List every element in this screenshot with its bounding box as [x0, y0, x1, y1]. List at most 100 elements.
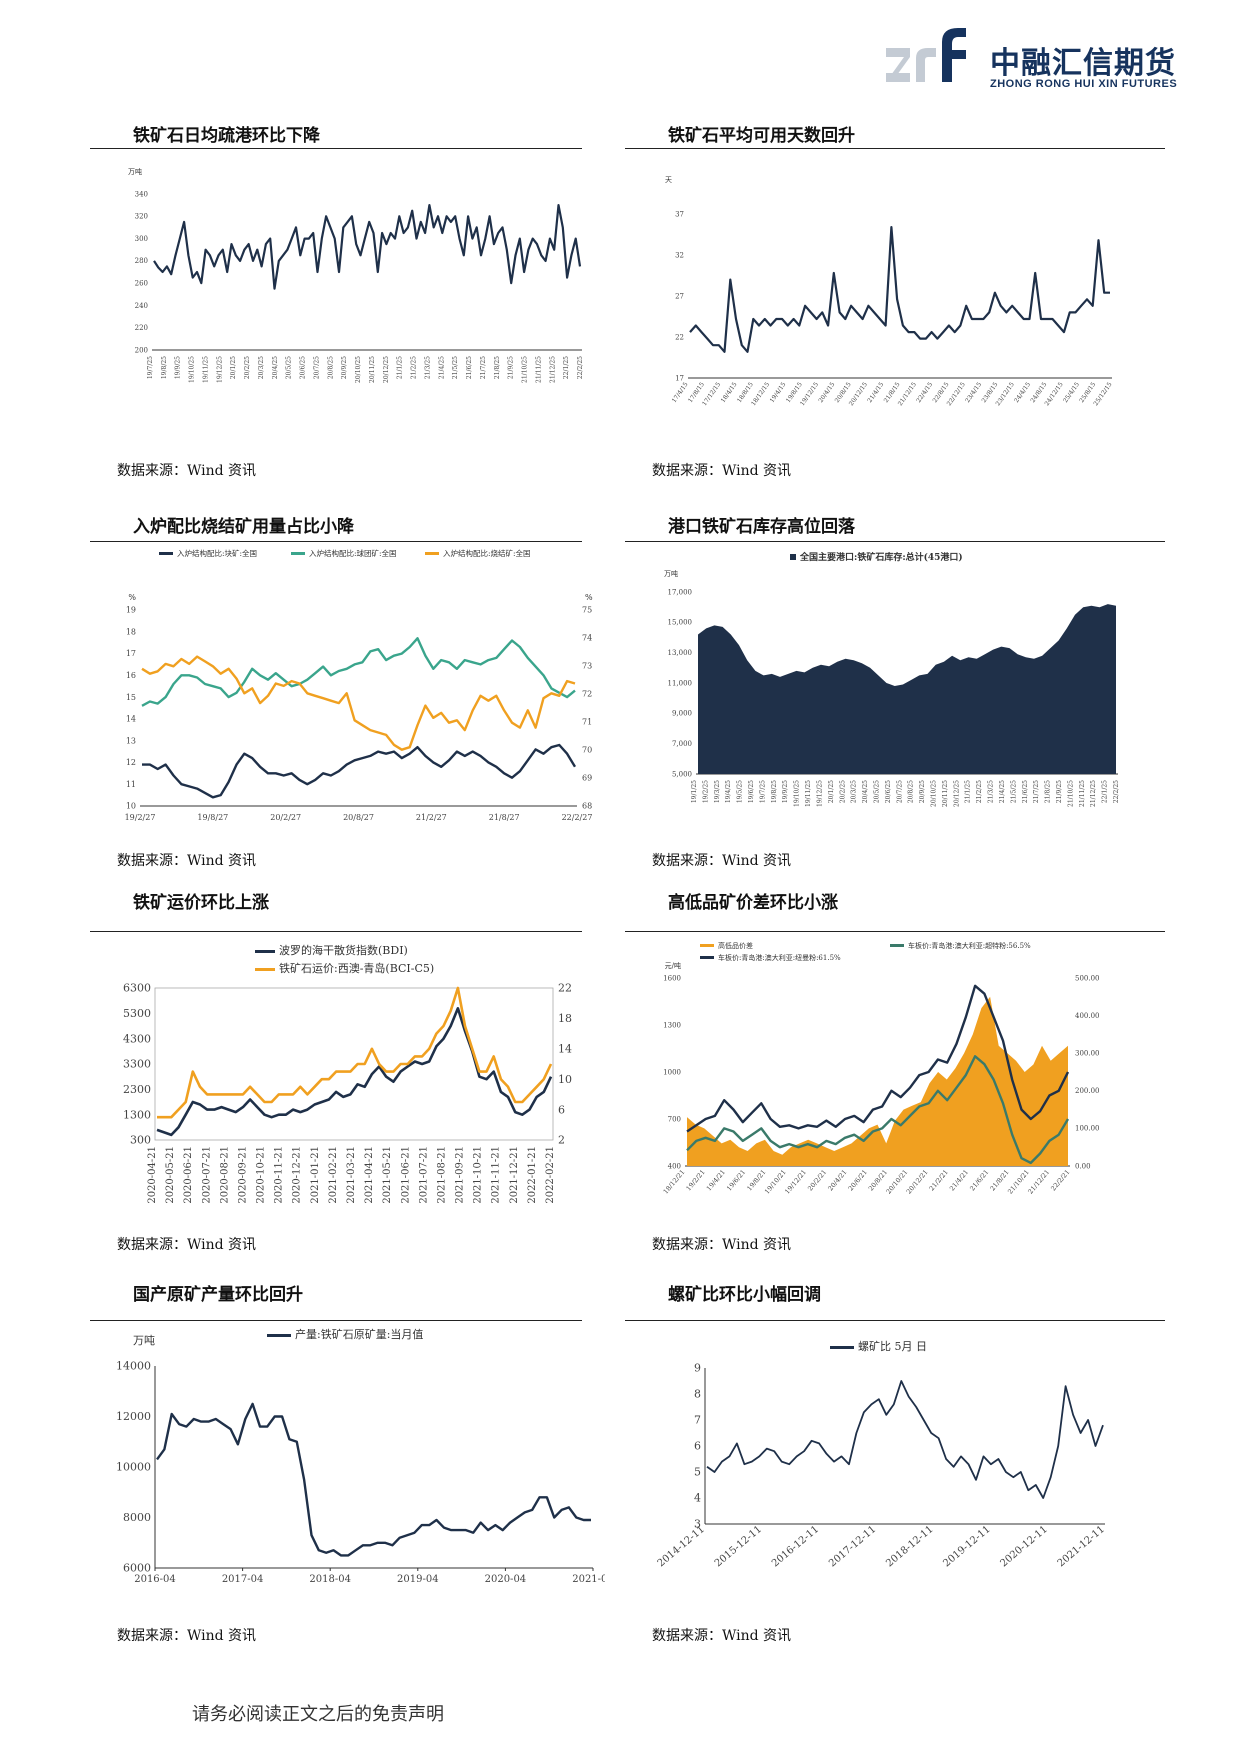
series-line-0 — [156, 1007, 553, 1137]
y-tick-label: 8 — [694, 1388, 701, 1401]
x-tick-label: 19/10/25 — [794, 780, 801, 807]
y-tick-label-right: 75 — [582, 606, 592, 615]
y-tick-label-right: 68 — [582, 802, 592, 811]
x-tick-label: 2020-08-21 — [219, 1146, 230, 1204]
x-tick-label: 2021-05-21 — [382, 1146, 393, 1204]
panel-rule-left-2 — [90, 541, 582, 542]
y-tick-label: 17 — [675, 374, 684, 382]
x-tick-label: 2021-03-21 — [346, 1146, 357, 1204]
x-tick-label: 22/2/25 — [1113, 780, 1120, 803]
x-tick-label: 21/3/25 — [988, 780, 995, 803]
x-tick-label: 21/8/25 — [494, 356, 501, 379]
legend-label-0: 高低品价差 — [718, 941, 753, 950]
y-axis-label-left: % — [128, 593, 136, 602]
source-note-8: 数据来源：Wind 资讯 — [652, 1628, 792, 1644]
x-tick-label: 20/9/25 — [341, 356, 348, 379]
x-tick-label: 21/6/25 — [466, 356, 473, 379]
y-tick-label: 5300 — [123, 1007, 151, 1020]
y-tick-label: 2300 — [123, 1083, 151, 1096]
y-tick-label: 300 — [130, 1134, 151, 1147]
y-tick-label-right: 300.00 — [1075, 1050, 1100, 1058]
legend-label-0: 产量:铁矿石原矿量:当月值 — [295, 1328, 423, 1341]
x-tick-label: 20/6/25 — [885, 780, 892, 803]
x-tick-label: 2021-10-21 — [473, 1146, 484, 1204]
x-tick-label: 2019-04 — [397, 1574, 439, 1585]
legend-label-1: 入炉结构配比:球团矿:全国 — [309, 548, 397, 558]
x-tick-label: 19/8/25 — [771, 780, 778, 803]
x-tick-label: 2021-01-21 — [310, 1146, 321, 1204]
chart-domestic-ore-output: 14000 12000 10000 8000 6000 万吨 2016-04 2017-04 2… — [116, 1328, 605, 1585]
x-tick-label: 20/10/25 — [931, 780, 938, 807]
company-logo — [886, 28, 966, 82]
y-tick-label-right: 10 — [558, 1073, 572, 1086]
x-tick-label: 20/2/25 — [244, 356, 251, 379]
x-tick-label: 20/1/25 — [828, 780, 835, 803]
x-tick-label: 2019-12-11 — [941, 1524, 992, 1569]
y-tick-label: 10000 — [116, 1461, 151, 1474]
y-tick-label-right: 500.00 — [1075, 974, 1100, 982]
x-tick-label: 21/1/25 — [397, 356, 404, 379]
y-tick-label: 1300 — [663, 1021, 681, 1029]
series-line-0 — [153, 204, 582, 290]
x-tick-label: 19/7/25 — [147, 356, 154, 379]
x-tick-label: 19/12/25 — [216, 356, 223, 383]
panel-title-7: 国产原矿产量环比回升 — [133, 1285, 303, 1305]
x-tick-label: 20/5/25 — [286, 356, 293, 379]
y-tick-label: 260 — [135, 279, 148, 287]
x-tick-label: 22/2/21 — [1049, 1168, 1071, 1192]
x-tick-label: 20/3/25 — [851, 780, 858, 803]
y-tick-label: 5 — [694, 1466, 701, 1479]
x-tick-label: 20/7/25 — [896, 780, 903, 803]
x-tick-label: 21/12/25 — [549, 356, 556, 383]
x-tick-label: 2020-12-21 — [292, 1146, 303, 1204]
source-note-2: 数据来源：Wind 资讯 — [652, 463, 792, 479]
x-tick-label: 19/4/25 — [725, 780, 732, 803]
y-tick-label-right: 72 — [582, 690, 592, 699]
y-tick-label: 240 — [135, 302, 148, 310]
x-tick-label: 20/6/25 — [300, 356, 307, 379]
x-tick-label: 20/11/25 — [369, 356, 376, 383]
panel-rule-left-4 — [90, 1320, 582, 1321]
legend-swatch-1 — [700, 956, 714, 959]
x-tick-label: 21/11/25 — [1079, 780, 1086, 807]
y-tick-label: 37 — [675, 210, 684, 218]
chart-available-days: 3732272217天17/4/1517/8/1517/12/1518/4/15… — [665, 176, 1114, 407]
x-tick-label: 20/1/25 — [230, 356, 237, 379]
x-tick-label: 20/4/25 — [272, 356, 279, 379]
y-tick-label: 3300 — [123, 1058, 151, 1071]
y-tick-label: 15 — [126, 693, 136, 702]
x-tick-label: 2017-12-11 — [827, 1524, 878, 1569]
x-tick-label: 21/7/25 — [480, 356, 487, 379]
source-note-7: 数据来源：Wind 资讯 — [117, 1628, 257, 1644]
x-tick-label: 21/2/27 — [416, 813, 447, 822]
x-tick-label: 19/6/21 — [725, 1168, 747, 1192]
x-tick-label: 20/12/25 — [383, 356, 390, 383]
y-axis-unit: 天 — [665, 176, 672, 184]
legend-swatch-0 — [255, 950, 275, 953]
y-tick-label-right: 14 — [558, 1042, 572, 1055]
panel-title-8: 螺矿比环比小幅回调 — [668, 1285, 821, 1305]
legend-swatch-0 — [159, 552, 173, 555]
y-tick-label: 3 — [694, 1518, 701, 1531]
x-tick-label: 2022-02-21 — [545, 1146, 556, 1204]
x-tick-label: 21/1/25 — [965, 780, 972, 803]
panel-rule-right-1 — [625, 148, 1165, 149]
x-tick-label: 2017-04 — [222, 1574, 264, 1585]
y-tick-label: 1600 — [663, 974, 681, 982]
x-tick-label: 22/1/25 — [563, 356, 570, 379]
x-tick-label: 20/2/25 — [839, 780, 846, 803]
x-tick-label: 21/4/25 — [999, 780, 1006, 803]
panel-title-5: 铁矿运价环比上涨 — [133, 893, 269, 913]
legend-label-0: 波罗的海干散货指数(BDI) — [279, 943, 408, 957]
y-tick-label: 280 — [135, 257, 148, 265]
series-line-0 — [689, 226, 1110, 353]
y-tick-label: 7 — [694, 1414, 701, 1427]
legend-swatch-2 — [425, 552, 439, 555]
series-area-0 — [687, 996, 1068, 1166]
y-tick-label: 11 — [126, 780, 136, 789]
x-tick-label: 20/4/25 — [862, 780, 869, 803]
x-tick-label: 21/9/25 — [508, 356, 515, 379]
y-tick-label: 13 — [126, 736, 136, 745]
y-tick-label-right: 2 — [558, 1134, 565, 1147]
y-tick-label: 19 — [126, 606, 136, 615]
